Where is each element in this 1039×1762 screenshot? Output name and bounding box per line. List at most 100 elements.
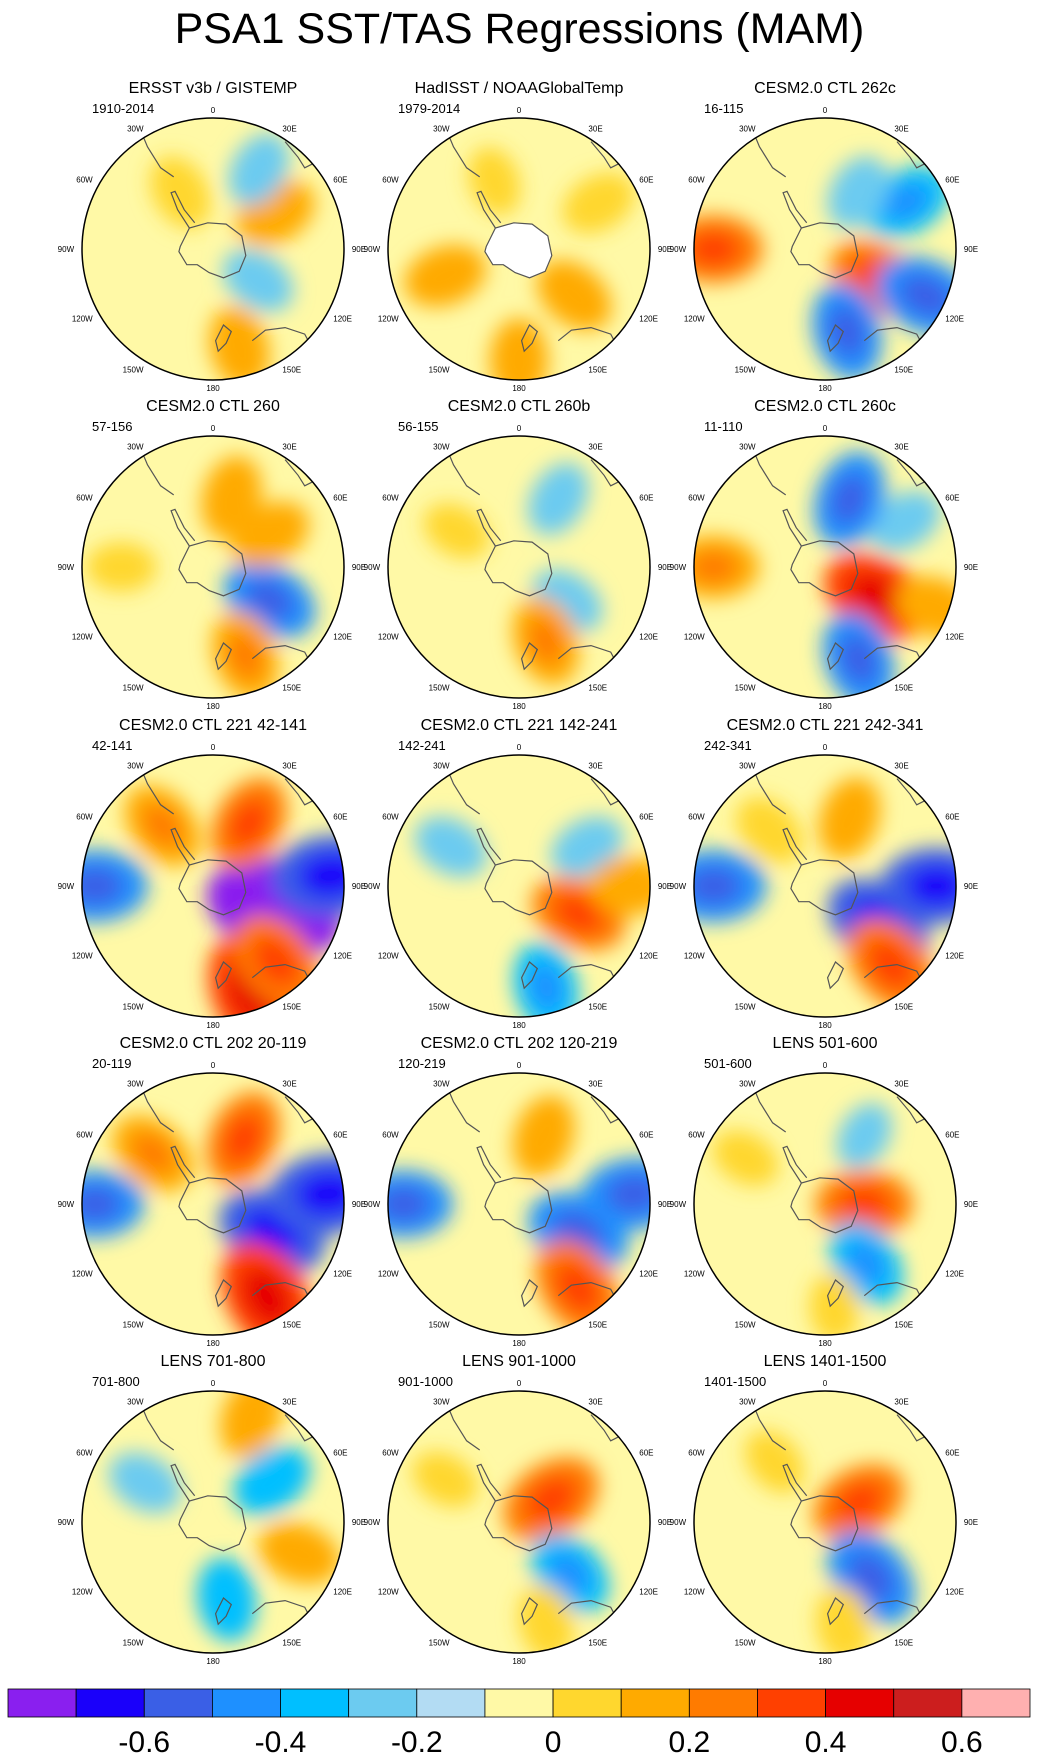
longitude-label: 90E <box>352 1518 366 1527</box>
colorbar-tick-label: 0.2 <box>668 1726 710 1759</box>
longitude-label: 90W <box>58 882 75 891</box>
longitude-label: 150E <box>282 1320 301 1329</box>
map-border <box>693 754 957 1018</box>
longitude-label: 30E <box>894 125 908 134</box>
longitude-label: 150E <box>894 1002 913 1011</box>
longitude-label: 60E <box>333 1449 347 1458</box>
longitude-label: 150E <box>588 1638 607 1647</box>
peninsula-coast <box>170 1145 196 1184</box>
anomaly-core <box>528 617 564 665</box>
longitude-label: 120W <box>378 951 399 960</box>
longitude-label: 60W <box>382 1131 399 1140</box>
longitude-label: 90W <box>58 1518 75 1527</box>
longitude-label: 30W <box>739 443 756 452</box>
map-panel: CESM2.0 CTL 260b 56-155 0 30E 60E 90E 120E 150E… <box>364 398 672 711</box>
longitude-label: 30E <box>282 762 296 771</box>
colorbar-swatch <box>961 1688 1031 1718</box>
anomaly-core <box>242 1267 292 1327</box>
peninsula-coast <box>476 827 502 866</box>
regression-field <box>694 755 956 1017</box>
panel-period: 1979-2014 <box>398 101 460 116</box>
longitude-label: 30E <box>588 762 602 771</box>
panel-period: 42-141 <box>92 738 132 753</box>
longitude-label: 120W <box>684 1269 705 1278</box>
anomaly-patch <box>209 306 270 380</box>
panel-title: CESM2.0 CTL 202 20-119 <box>120 1035 307 1052</box>
peninsula-coast <box>476 508 502 547</box>
longitude-label: 60W <box>382 494 399 503</box>
longitude-label: 150E <box>588 1002 607 1011</box>
longitude-label: 150W <box>429 683 450 692</box>
anomaly-core <box>694 866 742 906</box>
longitude-label: 120E <box>333 1269 352 1278</box>
longitude-label: 90E <box>658 245 672 254</box>
regression-field <box>388 1073 650 1335</box>
anomaly-patch <box>233 1446 311 1515</box>
longitude-label: 0 <box>517 1061 522 1070</box>
longitude-label: 30W <box>433 1080 450 1089</box>
longitude-label: 150E <box>894 1638 913 1647</box>
panel-period: 701-800 <box>92 1374 140 1389</box>
longitude-label: 120E <box>639 632 658 641</box>
panel-title: CESM2.0 CTL 260 <box>146 398 280 415</box>
longitude-label: 30W <box>127 762 144 771</box>
longitude-label: 30W <box>127 1398 144 1407</box>
antarctica-coast <box>790 1177 859 1234</box>
longitude-label: 120E <box>945 1587 964 1596</box>
anomaly-core <box>227 632 263 679</box>
new-zealand-coast <box>520 1597 539 1626</box>
longitude-label: 120E <box>639 1269 658 1278</box>
anomaly-core <box>529 963 564 1011</box>
longitude-label: 120E <box>639 1587 658 1596</box>
anomaly-patch <box>222 249 294 312</box>
longitude-label: 150W <box>429 1638 450 1647</box>
longitude-label: 90E <box>658 1200 672 1209</box>
map-panel: CESM2.0 CTL 221 142-241 142-241 0 30E 60E 90E… <box>364 717 672 1030</box>
new-zealand-coast <box>826 1279 845 1308</box>
longitude-label: 0 <box>517 106 522 115</box>
longitude-label: 150E <box>588 1320 607 1329</box>
anomaly-core <box>388 1186 430 1222</box>
longitude-label: 120W <box>72 632 93 641</box>
new-zealand-coast <box>214 642 233 671</box>
longitude-label: 150W <box>123 365 144 374</box>
map-border <box>387 1072 651 1336</box>
map-border <box>387 754 651 1018</box>
map-border <box>387 435 651 699</box>
peninsula-coast <box>782 1463 808 1502</box>
regression-field <box>82 755 344 1017</box>
longitude-label: 60E <box>333 813 347 822</box>
longitude-label: 60E <box>945 1131 959 1140</box>
anomaly-patch <box>809 1273 859 1335</box>
regression-field <box>388 755 650 1017</box>
longitude-label: 60E <box>639 1131 653 1140</box>
longitude-label: 0 <box>211 1379 216 1388</box>
longitude-label: 90W <box>364 1518 381 1527</box>
longitude-label: 90E <box>964 1200 978 1209</box>
anomaly-patch <box>551 816 623 877</box>
map-panel: LENS 1401-1500 1401-1500 0 30E 60E 90E 120E 150… <box>670 1353 978 1666</box>
anomaly-patch <box>412 1451 478 1507</box>
anomaly-patch <box>736 797 803 864</box>
map-border <box>81 1072 345 1336</box>
longitude-label: 0 <box>211 106 216 115</box>
map-border <box>81 1390 345 1654</box>
new-zealand-coast <box>214 324 233 353</box>
longitude-label: 180 <box>818 702 832 711</box>
map-panel: CESM2.0 CTL 202 120-219 120-219 0 30E 60E 90E… <box>364 1035 672 1348</box>
panel-period: 16-115 <box>704 101 744 116</box>
longitude-label: 30E <box>894 1398 908 1407</box>
longitude-label: 150E <box>894 365 913 374</box>
map-border <box>387 117 651 381</box>
longitude-label: 90E <box>964 245 978 254</box>
longitude-label: 60E <box>945 176 959 185</box>
longitude-label: 0 <box>211 743 216 752</box>
longitude-label: 30E <box>894 443 908 452</box>
anomaly-patch <box>468 147 521 216</box>
anomaly-core <box>252 936 300 986</box>
anomaly-patch <box>712 1130 779 1186</box>
longitude-label: 150W <box>123 683 144 692</box>
longitude-label: 150E <box>282 683 301 692</box>
longitude-label: 120W <box>378 1269 399 1278</box>
